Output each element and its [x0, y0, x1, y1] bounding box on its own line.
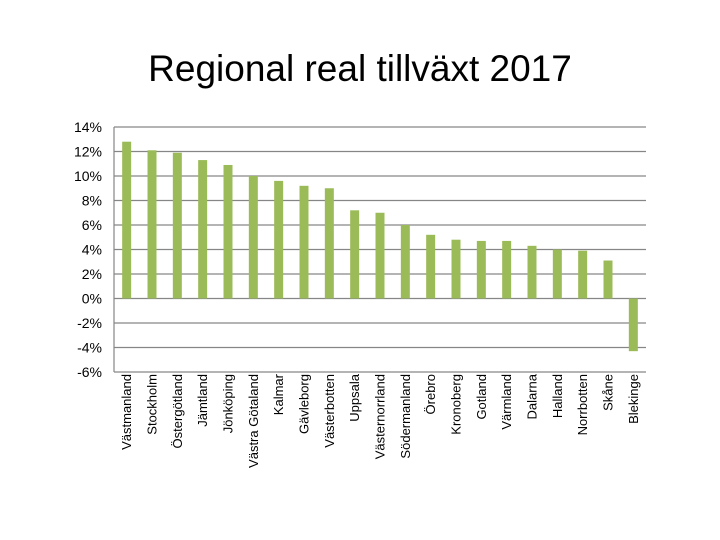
x-category-label: Västerbotten — [322, 374, 337, 448]
bar — [172, 152, 182, 299]
bar — [400, 225, 410, 299]
y-tick-label: -2% — [77, 315, 102, 331]
x-category-label: Kalmar — [271, 373, 286, 415]
x-category-label: Gotland — [474, 374, 489, 420]
chart-title: Regional real tillväxt 2017 — [148, 48, 572, 89]
x-category-label: Skåne — [601, 374, 616, 411]
x-category-label: Halland — [550, 374, 565, 418]
y-tick-label: 0% — [82, 291, 102, 307]
x-category-label: Stockholm — [145, 374, 160, 435]
bar — [248, 176, 258, 299]
y-tick-label: 14% — [74, 119, 102, 135]
x-category-label: Örebro — [423, 374, 438, 414]
y-tick-label: 8% — [82, 193, 102, 209]
bar — [476, 240, 486, 299]
bar — [324, 188, 334, 299]
bar — [122, 141, 132, 299]
x-category-label: Västmanland — [119, 374, 134, 450]
x-category-label: Värmland — [499, 374, 514, 430]
bar — [147, 150, 157, 299]
y-tick-label: -6% — [77, 364, 102, 380]
bar — [274, 180, 284, 299]
bar — [502, 240, 512, 299]
bar — [451, 239, 461, 299]
x-category-label: Blekinge — [626, 374, 641, 424]
x-category-label: Västernorrland — [373, 374, 388, 459]
x-category-label: Uppsala — [347, 373, 362, 421]
bar — [527, 245, 537, 299]
x-category-label: Norrbotten — [575, 374, 590, 435]
y-tick-label: 4% — [82, 242, 102, 258]
y-tick-label: 2% — [82, 266, 102, 282]
x-category-label: Jönköping — [221, 374, 236, 433]
bar — [552, 249, 562, 299]
y-tick-label: 10% — [74, 168, 102, 184]
bar — [350, 210, 360, 299]
bar — [198, 160, 208, 299]
x-category-label: Jämtland — [195, 374, 210, 427]
x-category-label: Gävleborg — [297, 374, 312, 434]
x-category-label: Dalarna — [525, 373, 540, 419]
bar — [299, 185, 309, 299]
x-category-label: Östergötland — [170, 374, 185, 448]
bar — [375, 212, 385, 299]
x-category-label: Västra Götaland — [246, 374, 261, 468]
bar — [426, 234, 436, 299]
y-tick-label: 12% — [74, 144, 102, 160]
x-category-label: Kronoberg — [449, 374, 464, 435]
bar — [628, 298, 638, 352]
x-category-label: Södermanland — [398, 374, 413, 459]
y-tick-label: -4% — [77, 340, 102, 356]
bar — [223, 164, 233, 299]
y-tick-label: 6% — [82, 217, 102, 233]
bar — [603, 260, 613, 299]
bar — [578, 250, 588, 299]
